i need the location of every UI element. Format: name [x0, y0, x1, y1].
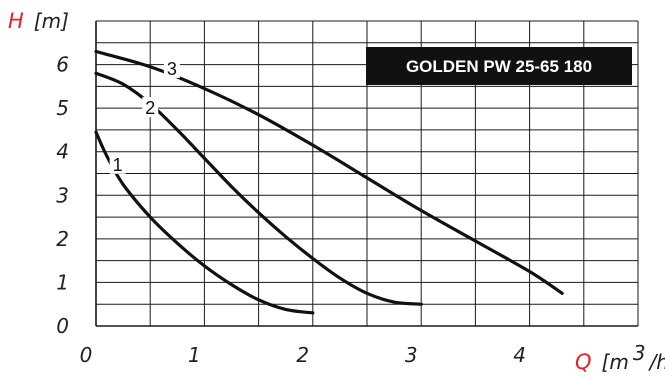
y-tick-label: 4 [56, 140, 69, 164]
y-tick-label: 0 [56, 314, 69, 338]
y-axis-symbol: H [8, 9, 24, 33]
curve-label-bg [142, 97, 159, 118]
y-tick-label: 2 [56, 227, 69, 251]
x-tick-label: 1 [188, 343, 201, 367]
y-tick-label: 5 [56, 96, 69, 120]
x-tick-labels: 0 1 2 3 4 [80, 343, 526, 367]
x-axis-symbol: Q [575, 350, 592, 374]
y-tick-label: 3 [56, 183, 69, 207]
curve-1-label: 1 [113, 155, 123, 175]
curve-3 [94, 49, 564, 295]
curve-label-bg [163, 57, 180, 78]
x-tick-label: 3 [405, 343, 418, 367]
x-axis-title: Q [m 3 /h] [575, 341, 665, 374]
pump-curves [94, 49, 564, 315]
curve-label-bg [109, 153, 126, 174]
x-tick-label: 2 [296, 343, 309, 367]
x-axis-unit-superscript: 3 [633, 341, 646, 365]
x-axis-unit-prefix: [m [602, 350, 629, 374]
title-background [366, 47, 632, 85]
y-axis-title: H [m] [8, 9, 69, 33]
curve-3-label: 3 [167, 59, 177, 79]
y-tick-labels: 0 1 2 3 4 5 6 [56, 53, 69, 338]
x-tick-label: 4 [513, 343, 526, 367]
x-tick-label: 0 [80, 343, 93, 367]
curve-labels: 1 23 [109, 57, 180, 175]
curve-2-label: 2 [145, 98, 155, 118]
chart-title: GOLDEN PW 25-65 180 [406, 57, 592, 76]
x-axis-unit-suffix: /h] [648, 350, 665, 374]
y-tick-label: 6 [56, 53, 69, 77]
y-axis-unit: [m] [34, 9, 69, 33]
y-tick-label: 1 [56, 270, 69, 294]
title-box: GOLDEN PW 25-65 180 [366, 47, 632, 85]
